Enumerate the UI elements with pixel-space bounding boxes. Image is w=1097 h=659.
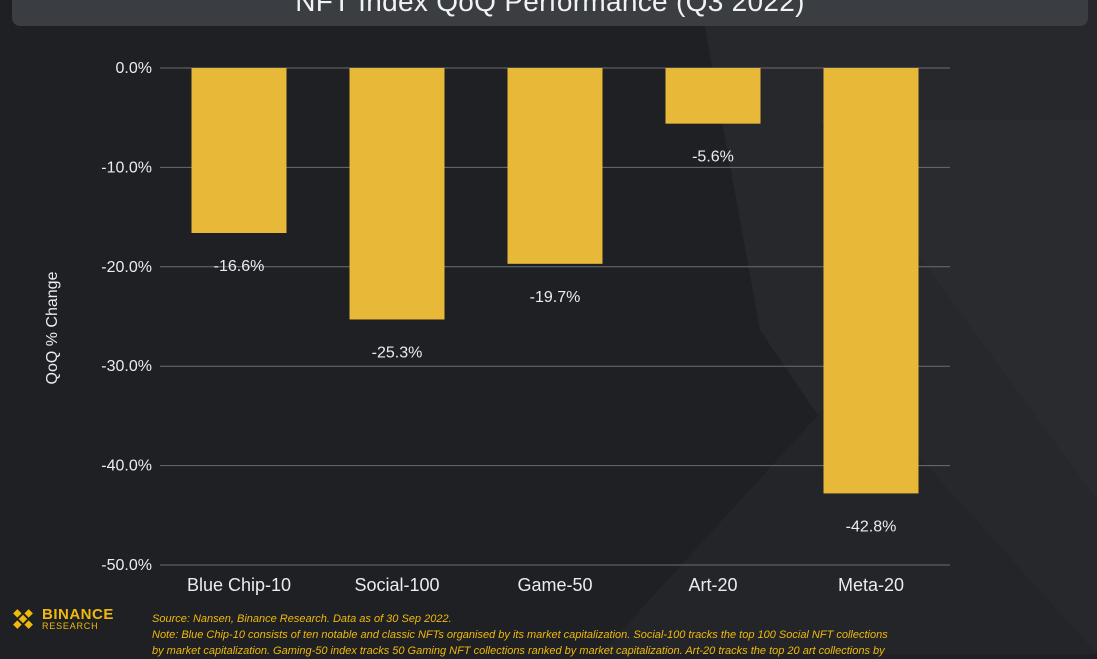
y-tick-label: -50.0% — [101, 557, 152, 574]
bar — [349, 68, 445, 320]
binance-research-logo: BINANCE RESEARCH — [10, 606, 114, 632]
chart-title-bar: NFT Index QoQ Performance (Q3 2022) — [12, 0, 1088, 26]
y-tick-label: -40.0% — [101, 458, 152, 475]
data-label: -25.3% — [372, 344, 423, 361]
chart-title: NFT Index QoQ Performance (Q3 2022) — [295, 0, 805, 17]
data-label: -16.6% — [214, 258, 265, 275]
y-tick-label: 0.0% — [116, 60, 152, 77]
bar-layer — [191, 68, 919, 494]
bar-chart: 0.0% -10.0% -20.0% -30.0% -40.0% -50.0% -16.6%… — [44, 60, 950, 595]
bar — [823, 68, 919, 494]
x-tick-label: Social-100 — [354, 575, 439, 595]
label-layer: 0.0% -10.0% -20.0% -30.0% -40.0% -50.0% -16.6%… — [101, 60, 904, 595]
brand-name: BINANCE — [42, 606, 114, 623]
data-label: -42.8% — [846, 518, 897, 535]
y-tick-label: -20.0% — [101, 259, 152, 276]
note-line-2: by market capitalization. Gaming-50 inde… — [152, 645, 885, 657]
bar — [665, 68, 761, 124]
y-axis-label: QoQ % Change — [44, 271, 61, 384]
source-note: Source: Nansen, Binance Research. Data a… — [152, 613, 452, 625]
x-tick-label: Blue Chip-10 — [187, 575, 291, 595]
bar — [191, 68, 287, 234]
bar — [507, 68, 603, 264]
y-tick-label: -10.0% — [101, 159, 152, 176]
x-tick-label: Art-20 — [688, 575, 737, 595]
x-tick-label: Meta-20 — [838, 575, 904, 595]
footnotes: Source: Nansen, Binance Research. Data a… — [152, 611, 1092, 659]
y-tick-label: -30.0% — [101, 358, 152, 375]
data-label: -5.6% — [692, 149, 734, 166]
note-line-1: Note: Blue Chip-10 consists of ten notab… — [152, 629, 888, 641]
brand-sub: RESEARCH — [42, 621, 99, 631]
binance-logo-icon — [13, 609, 33, 629]
x-tick-label: Game-50 — [517, 575, 592, 595]
data-label: -19.7% — [530, 289, 581, 306]
